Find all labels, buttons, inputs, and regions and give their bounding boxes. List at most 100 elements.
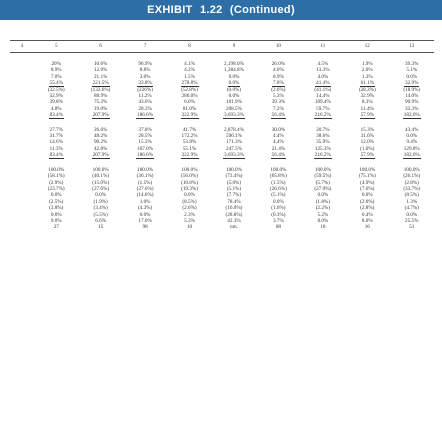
table-cell: 186.6% [123, 112, 167, 119]
table-cell: 25.5% [390, 217, 435, 225]
table-cell: 41.4% [301, 80, 345, 87]
cell-value: 19.0% [92, 105, 109, 113]
table-cell: 4.5% [301, 61, 345, 67]
cell-value: 247.5% [224, 145, 243, 153]
cell-value: 100.0% [314, 166, 331, 173]
cell-value: 5.3% [183, 217, 196, 225]
cell-value: (3.8%) [49, 205, 64, 212]
table-cell: 7.8% [256, 80, 300, 87]
table-cell: 1,384.8% [212, 67, 256, 73]
table-cell: (132.6%) [78, 86, 122, 94]
cell-value: 81.0% [181, 105, 198, 113]
cell-value: 57.9% [359, 112, 375, 119]
table-cell: 100.0% [167, 167, 211, 173]
cell-value: 100.0% [359, 166, 376, 173]
cell-value: 42.8% [92, 145, 109, 153]
table-row: 55.4% 221.5% 33.8% 278.8% 0.0% 7.8% 41.4% 61.1%… [10, 80, 434, 87]
cell-value: (4.3%) [137, 205, 153, 212]
table-cell: (10.8%) [167, 180, 211, 186]
cell-value: (3.4%) [93, 205, 108, 212]
cell-value: 42.3% [226, 217, 242, 225]
table-cell: (5.0%) [212, 180, 256, 186]
cell-value: (36.1%) [136, 173, 154, 180]
cell-value: (56.0%) [181, 173, 198, 180]
table-cell: 19.0% [78, 105, 122, 113]
cell-value: 4.5% [317, 61, 329, 67]
table-cell: 9.4% [390, 139, 435, 145]
cell-value: (75.1%) [358, 173, 376, 180]
cell-value: 8.8% [139, 67, 151, 74]
table-row: (3.8%) (3.4%) (4.3%) (2.6%) (16.0%) (1.0%) (2.… [10, 205, 434, 211]
table-cell: (3.4%) [78, 205, 122, 211]
cell-value: 26.6% [93, 126, 108, 133]
table-cell: 42.8% [78, 145, 122, 153]
cell-value: (32.5%) [46, 86, 66, 94]
cell-value: (14.6%) [136, 192, 154, 199]
table-cell: (27.6%) [123, 186, 167, 192]
cell-value: (2.6%) [182, 205, 197, 212]
cell-value: 3,693.3% [223, 152, 245, 159]
cell-value: 216.2% [313, 112, 332, 119]
table-row: (2.9%) (15.0%) (1.5%) (10.8%) (5.0%) (1.5%) (5… [10, 180, 434, 186]
cell-value: 21.4% [270, 145, 287, 153]
table-row: 8.9% 12.0% 8.8% 4.2% 1,384.8% 4.0% 13.3% 2.0% 5.… [10, 67, 434, 73]
table-cell: 28.5% [123, 133, 167, 139]
table-cell: 207.9% [78, 112, 122, 119]
table-cell: 55.4% [34, 80, 78, 87]
cell-value: 3.7% [272, 217, 285, 225]
table-cell: 0.0% [123, 211, 167, 218]
table-cell: (1.5%) [256, 180, 300, 186]
table-cell: 51 [409, 224, 415, 231]
table-cell: 4.2% [167, 67, 211, 73]
table-cell: 75.2% [78, 99, 122, 105]
cell-value: 57.9% [359, 152, 375, 159]
table-row: 20% 10.6% 96.9% 4.1% 2,198.0% 26.0% 4.5% 1.9% 39… [10, 61, 434, 67]
table-cell: (7.6%) [345, 186, 389, 192]
table-row: (32.5%) (132.6%) (226%) (52.8%) (0.0%) (2.6%)… [10, 86, 434, 94]
table-cell: 2,198.0% [212, 61, 256, 67]
table-cell: 100.0% [390, 167, 435, 173]
cell-value: 596.1% [225, 133, 242, 140]
cell-value: (0.3%) [270, 211, 287, 218]
cell-value: (1.9%) [93, 198, 108, 205]
table-cell: (27.6%) [78, 186, 122, 192]
column-header: 11 [300, 40, 346, 53]
table-cell: 81.0% [167, 105, 211, 113]
table-cell: 0.0% [390, 211, 435, 218]
exhibit-label: EXHIBIT [147, 4, 193, 16]
column-header: 12 [345, 40, 390, 53]
cell-value: 0.0% [95, 192, 107, 199]
cell-value: 0.4% [360, 211, 374, 218]
cell-value: 7.8% [272, 80, 285, 87]
cell-value: (28.3%) [357, 86, 377, 94]
table-cell: 14.4% [301, 93, 345, 99]
table-cell: 182.6% [390, 152, 435, 159]
table-cell: 12.0% [345, 139, 389, 145]
table-cell: 10 [186, 224, 193, 231]
cell-value: 9.4% [406, 139, 418, 146]
table-cell: 21.4% [256, 145, 300, 153]
table-cell: 2,878.4% [212, 127, 256, 133]
table-cell: (28.8%) [212, 211, 256, 218]
cell-value: (5.1%) [226, 185, 242, 192]
cell-value: (26.1%) [403, 173, 421, 180]
table-cell: 4.0% [256, 67, 300, 73]
table-cell: 221.5% [78, 80, 122, 87]
table-cell: (0.3%) [256, 211, 300, 218]
table-cell: (14.6%) [123, 192, 167, 198]
cell-value: (1.5%) [137, 179, 153, 186]
table-cell: 0.0% [256, 199, 300, 205]
table-cell: (2.8%) [345, 205, 389, 211]
cell-value: (33.7%) [403, 185, 421, 192]
cell-value: 90.9% [405, 99, 419, 106]
cell-value: 12.0% [360, 139, 374, 146]
table-cell: 3,693.3% [212, 112, 256, 119]
table-cell: 55.1% [167, 145, 211, 153]
table-cell: 107.0% [123, 145, 167, 153]
cell-value: (4.9%) [360, 179, 375, 186]
cell-value: 33.8% [137, 80, 153, 87]
cell-value: 0.0% [138, 211, 152, 218]
table-cell: 100.0% [34, 167, 78, 173]
cell-value: (7.7%) [226, 192, 242, 199]
table-cell: 8.3% [345, 99, 389, 105]
